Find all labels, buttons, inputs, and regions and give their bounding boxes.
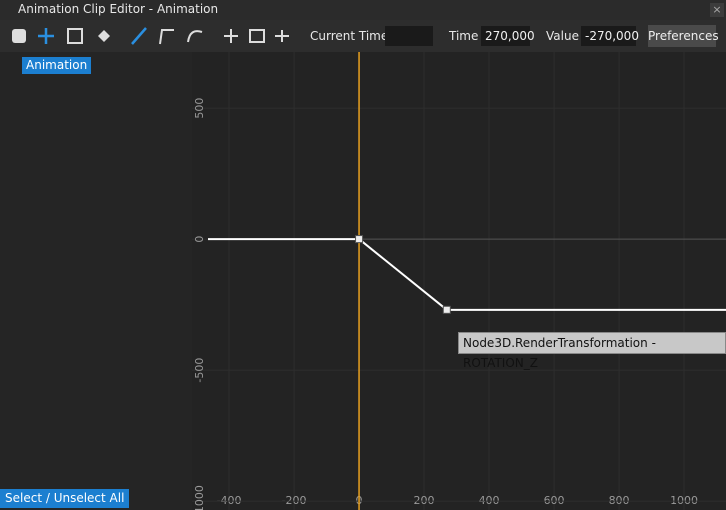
- track-item[interactable]: Animation: [22, 57, 92, 74]
- x-tick-label: 1000: [670, 494, 698, 507]
- x-tick-label: 200: [414, 494, 435, 507]
- fit-tool[interactable]: [249, 29, 265, 43]
- stretch-tool[interactable]: [275, 30, 289, 42]
- y-tick-label: 0: [193, 236, 206, 243]
- value-label: Value: [546, 29, 579, 43]
- keyframe: [355, 235, 364, 244]
- bezier-tool[interactable]: [187, 30, 203, 43]
- x-tick-label: -400: [217, 494, 242, 507]
- window-title: Animation Clip Editor - Animation: [18, 2, 219, 16]
- linear-tool[interactable]: [131, 27, 147, 45]
- value-input[interactable]: -270,000: [581, 26, 639, 46]
- preferences-button[interactable]: Preferences: [648, 25, 719, 47]
- x-tick-label: -200: [282, 494, 307, 507]
- tool-icons: [12, 27, 289, 45]
- hand-tool[interactable]: [12, 29, 26, 43]
- x-tick-label: 600: [544, 494, 565, 507]
- graph-background: [192, 52, 726, 510]
- toolbar: Current Time Time 270,000 Value -270,000…: [0, 20, 726, 52]
- time-label: Time: [449, 29, 479, 43]
- close-button[interactable]: ×: [710, 3, 724, 17]
- curve: [358, 238, 448, 311]
- move-tool[interactable]: [38, 28, 54, 44]
- y-tick-label: 500: [193, 98, 206, 119]
- x-tick-label: 400: [479, 494, 500, 507]
- x-tick-label: 800: [609, 494, 630, 507]
- tooltip: Node3D.RenderTransformation - ROTATION_Z: [458, 332, 726, 370]
- keyframe: [442, 305, 451, 314]
- step-tool[interactable]: [159, 29, 174, 45]
- scale-tool[interactable]: [67, 28, 83, 44]
- time-input[interactable]: 270,000: [481, 26, 535, 46]
- center-tool[interactable]: [224, 29, 238, 43]
- current-time-input[interactable]: [385, 26, 433, 46]
- current-time-label: Current Time: [310, 29, 389, 43]
- y-tick-label: -1000: [193, 485, 206, 510]
- y-tick-label: -500: [193, 358, 206, 383]
- select-all-button[interactable]: Select / Unselect All: [0, 489, 130, 508]
- key-tool[interactable]: [98, 30, 110, 42]
- title-bar: Animation Clip Editor - Animation ×: [0, 0, 726, 20]
- track-panel: Animation Select / Unselect All: [0, 52, 192, 510]
